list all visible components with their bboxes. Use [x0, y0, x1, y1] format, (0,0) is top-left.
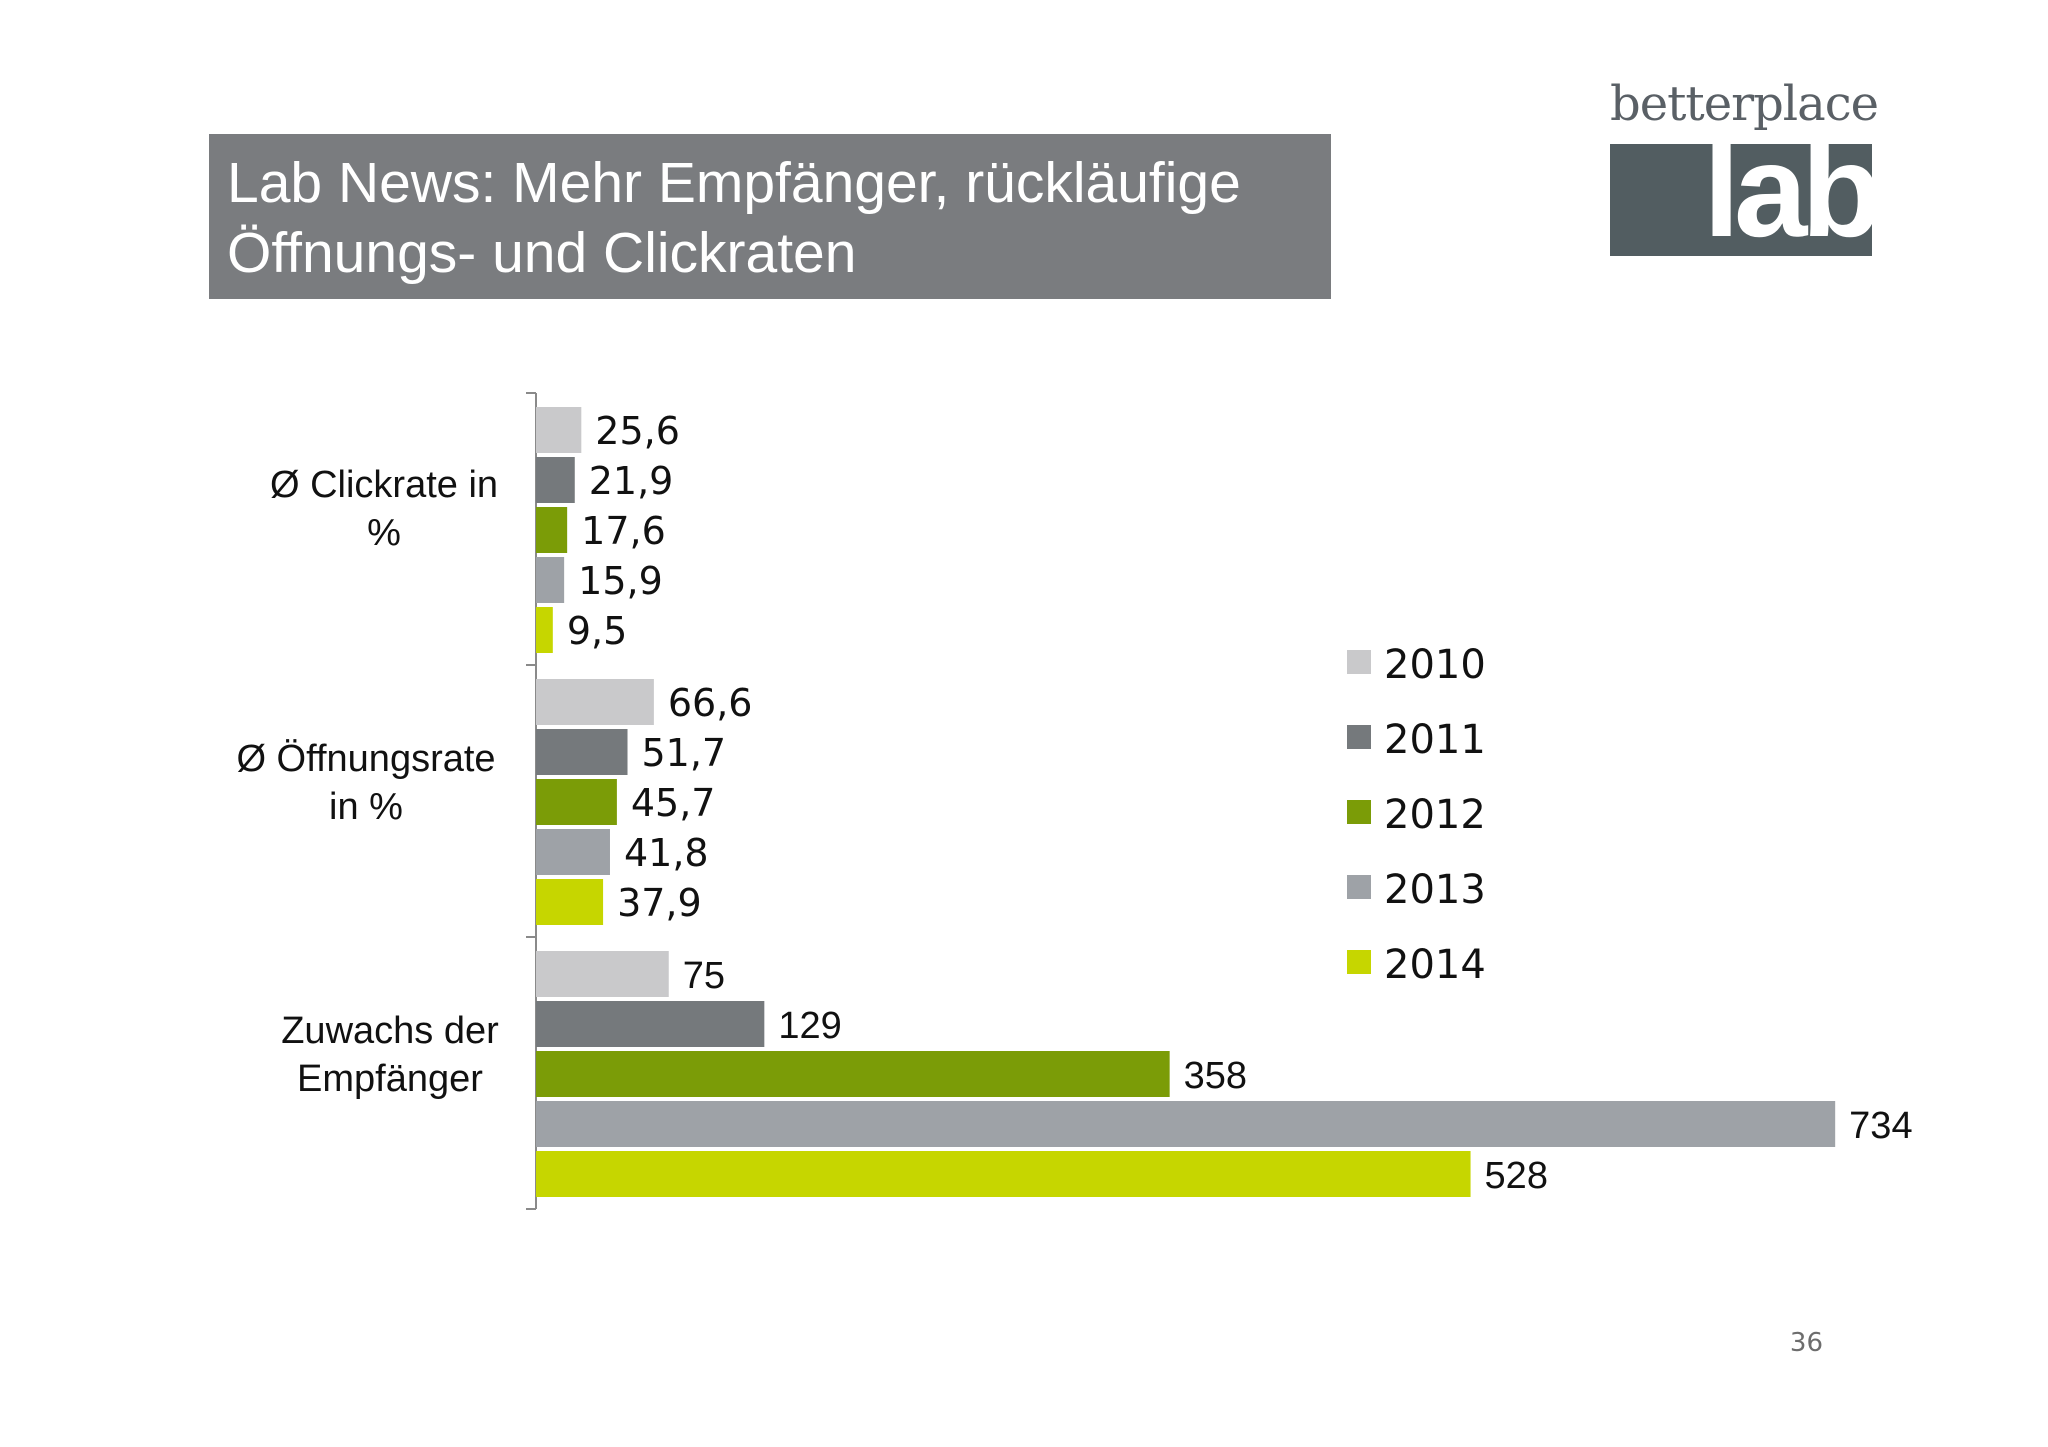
- bar-2010: [536, 951, 669, 997]
- slide-title-line-2: Öffnungs- und Clickraten: [227, 221, 857, 285]
- data-label: 734: [1849, 1105, 1912, 1147]
- bar-2013: [536, 557, 565, 603]
- data-label: 21,9: [589, 459, 674, 503]
- bar-2014: [536, 1151, 1471, 1197]
- data-label: 17,6: [581, 509, 666, 553]
- logo-block: lab: [1610, 144, 1872, 256]
- betterplace-lab-logo: betterplace lab: [1610, 74, 1879, 256]
- data-label: 528: [1485, 1155, 1548, 1197]
- legend-swatch-2010: [1347, 650, 1371, 674]
- data-label: 45,7: [631, 781, 716, 825]
- slide-title-line-1: Lab News: Mehr Empfänger, rückläufige: [227, 151, 1241, 215]
- data-label: 358: [1184, 1055, 1247, 1097]
- data-label: 9,5: [567, 609, 627, 653]
- bar-2012: [536, 779, 617, 825]
- category-label: Ø Clickrate in: [270, 464, 498, 506]
- logo-top-text: betterplace: [1610, 76, 1879, 132]
- bar-2013: [536, 829, 610, 875]
- logo-word: lab: [1703, 144, 1872, 256]
- data-label: 41,8: [624, 831, 709, 875]
- legend-label: 2014: [1384, 942, 1486, 988]
- legend-swatch-2014: [1347, 950, 1371, 974]
- bar-2013: [536, 1101, 1836, 1147]
- bar-2014: [536, 879, 604, 925]
- bar-2011: [536, 729, 628, 775]
- category-label: Zuwachs der: [281, 1010, 499, 1052]
- bar-2011: [536, 457, 575, 503]
- legend-label: 2013: [1384, 867, 1486, 913]
- data-label: 75: [683, 955, 725, 997]
- bar-2010: [536, 679, 654, 725]
- data-label: 15,9: [578, 559, 663, 603]
- category-label: in %: [329, 786, 403, 828]
- bar-2011: [536, 1001, 765, 1047]
- slide-title-box: Lab News: Mehr Empfänger, rückläufige Öf…: [209, 134, 1331, 299]
- legend-swatch-2012: [1347, 800, 1371, 824]
- bar-2012: [536, 507, 568, 553]
- data-label: 66,6: [668, 681, 753, 725]
- legend-label: 2011: [1384, 717, 1486, 763]
- category-label: Ø Öffnungsrate: [236, 738, 495, 780]
- data-label: 129: [778, 1005, 841, 1047]
- data-label: 37,9: [617, 881, 702, 925]
- legend-label: 2012: [1384, 792, 1486, 838]
- legend-swatch-2011: [1347, 725, 1371, 749]
- category-label: %: [367, 512, 401, 554]
- legend-label: 2010: [1384, 642, 1486, 688]
- legend-swatch-2013: [1347, 875, 1371, 899]
- bar-2010: [536, 407, 582, 453]
- data-label: 51,7: [642, 731, 727, 775]
- bar-2014: [536, 607, 553, 653]
- category-label: Empfänger: [297, 1058, 483, 1100]
- bar-2012: [536, 1051, 1170, 1097]
- data-label: 25,6: [595, 409, 680, 453]
- page-number: 36: [1789, 1328, 1823, 1358]
